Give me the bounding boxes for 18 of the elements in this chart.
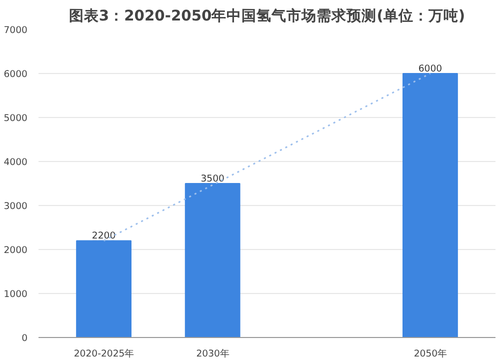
y-tick-label: 3000 (4, 201, 28, 212)
bar (76, 240, 132, 338)
chart-title: 图表3：2020-2050年中国氢气市场需求预测(单位：万吨) (68, 6, 466, 24)
bar (402, 73, 458, 338)
y-tick-label: 1000 (4, 289, 28, 300)
y-tick-label: 2000 (4, 245, 28, 256)
y-tick-label: 7000 (4, 25, 28, 36)
y-tick-label: 6000 (4, 69, 28, 80)
x-tick-label: 2020-2025年 (74, 348, 134, 360)
data-label: 6000 (418, 64, 442, 74)
x-tick-label: 2030年 (196, 348, 229, 360)
y-tick-label: 5000 (4, 113, 28, 124)
data-label: 3500 (200, 174, 225, 184)
x-tick-label: 2050年 (414, 348, 447, 360)
data-label: 2200 (92, 230, 116, 242)
bar (184, 183, 240, 338)
y-tick-label: 0 (22, 333, 28, 344)
y-tick-label: 4000 (4, 157, 28, 168)
